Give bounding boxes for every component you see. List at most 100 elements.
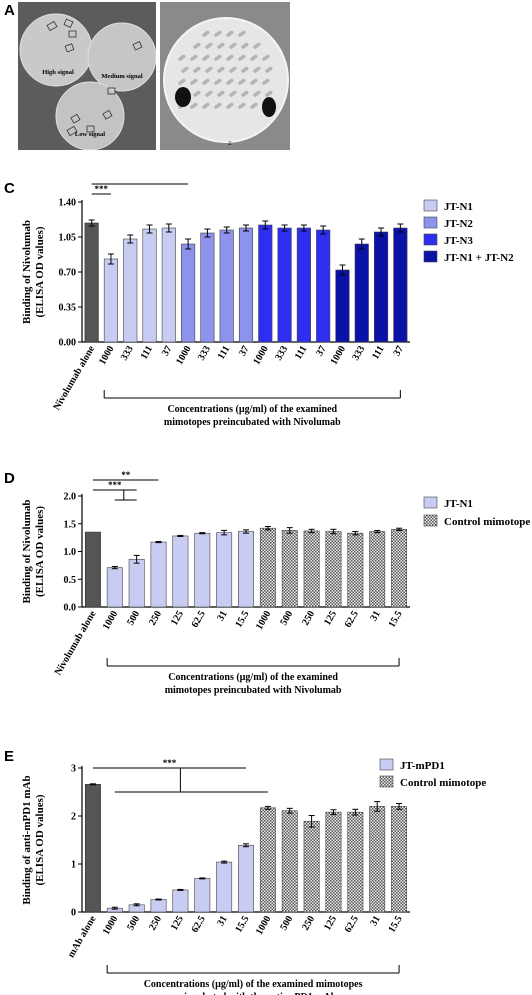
plate-spot bbox=[229, 90, 237, 97]
plate-spot bbox=[262, 54, 270, 61]
panel-c-letter: C bbox=[4, 180, 15, 197]
x-tick-label: 1000 bbox=[251, 344, 271, 367]
bar bbox=[150, 541, 167, 608]
x-tick-label: 1000 bbox=[97, 344, 117, 367]
y-axis-label-line2: (ELISA OD values) bbox=[34, 506, 46, 597]
x-tick-label: 125 bbox=[322, 609, 339, 627]
x-tick-label: 111 bbox=[139, 344, 155, 362]
bar bbox=[172, 535, 189, 608]
bar bbox=[393, 227, 408, 343]
plate-spot bbox=[202, 30, 210, 37]
plate-spot bbox=[253, 90, 261, 97]
bar bbox=[369, 806, 386, 913]
bar bbox=[219, 229, 234, 343]
x-tick-label: 31 bbox=[215, 914, 230, 928]
legend-swatch bbox=[379, 775, 394, 788]
x-tick-label: 250 bbox=[300, 914, 317, 932]
x-tick-label: 125 bbox=[322, 914, 339, 932]
x-axis-label: Concentrations (µg/ml) of the examined bbox=[167, 404, 337, 415]
y-tick-label: 0.35 bbox=[59, 303, 77, 314]
x-tick-label: 62.5 bbox=[190, 609, 208, 630]
bar bbox=[259, 527, 276, 608]
x-tick-label: 125 bbox=[169, 914, 186, 932]
y-axis-label-line2: (ELISA OD values) bbox=[34, 226, 46, 317]
bar bbox=[281, 810, 298, 913]
x-tick-label: 333 bbox=[196, 344, 213, 362]
plate-spot bbox=[238, 102, 246, 109]
x-tick-label: 1000 bbox=[329, 344, 349, 367]
plate-spot bbox=[241, 66, 249, 73]
plate-spot bbox=[241, 90, 249, 97]
chart-c: 0.00 0.35 0.70 1.05 1.40 Binding of Nivolumab… bbox=[21, 180, 514, 428]
x-tick-label: mAb alone bbox=[66, 914, 99, 960]
plate-spot bbox=[265, 66, 273, 73]
bar bbox=[84, 784, 101, 913]
x-tick-label: 37 bbox=[314, 344, 329, 358]
x-tick-label: Nivolumab alone bbox=[53, 609, 99, 678]
bar bbox=[200, 232, 215, 343]
x-tick-label: 111 bbox=[370, 344, 386, 362]
bar bbox=[150, 899, 167, 913]
bar bbox=[106, 567, 123, 608]
x-tick-label: 250 bbox=[300, 609, 317, 627]
x-tick-label: 333 bbox=[119, 344, 136, 362]
plate-label-medium: Medium signal bbox=[101, 73, 143, 80]
bar bbox=[103, 258, 118, 343]
plate-spot bbox=[265, 90, 273, 97]
significance-label: *** bbox=[108, 480, 122, 490]
x-tick-label: 31 bbox=[368, 914, 383, 928]
x-axis-label-line2: mimotopes preincubated with Nivolumab bbox=[164, 417, 341, 428]
x-tick-label: 1000 bbox=[254, 609, 274, 632]
plate-spot bbox=[181, 66, 189, 73]
panel-a-photo: High signal Medium signal Low signal bbox=[18, 2, 156, 150]
plate-spot bbox=[178, 54, 186, 61]
legend-swatch bbox=[423, 233, 438, 246]
panel-e-letter: E bbox=[4, 748, 15, 765]
legend-label: JT-N1 bbox=[444, 498, 473, 510]
bar bbox=[259, 807, 276, 913]
bar bbox=[325, 531, 342, 608]
legend-label: JT-N3 bbox=[444, 235, 473, 247]
x-tick-label: 37 bbox=[391, 344, 406, 358]
legend-label: JT-N2 bbox=[444, 218, 473, 230]
x-tick-label: 500 bbox=[125, 609, 142, 627]
x-tick-label: 37 bbox=[160, 344, 175, 358]
plate-spot bbox=[205, 42, 213, 49]
y-tick-label: 3 bbox=[71, 764, 76, 775]
plate-spot bbox=[190, 54, 198, 61]
plate-spot bbox=[205, 90, 213, 97]
y-tick-label: 0.5 bbox=[64, 575, 77, 586]
bar bbox=[216, 861, 233, 913]
legend-label: JT-N1 + JT-N2 bbox=[444, 252, 514, 264]
y-tick-label: 0.0 bbox=[64, 603, 77, 614]
x-tick-label: 62.5 bbox=[190, 914, 208, 935]
bar bbox=[238, 531, 254, 608]
y-tick-label: 0 bbox=[71, 908, 76, 919]
bar bbox=[84, 222, 99, 343]
plate-spot bbox=[217, 66, 225, 73]
bar bbox=[354, 243, 369, 343]
x-tick-label: 500 bbox=[125, 914, 142, 932]
panel-b-photo: 2. bbox=[160, 2, 290, 150]
y-tick-label: 1.0 bbox=[64, 547, 77, 558]
y-axis-label: Binding of anti-mPD1 mAb bbox=[21, 775, 33, 904]
plate-spot bbox=[250, 102, 258, 109]
x-tick-label: 37 bbox=[237, 344, 252, 358]
legend-label: Control mimotope bbox=[400, 777, 486, 789]
bar bbox=[369, 531, 386, 608]
plate-spot bbox=[250, 54, 258, 61]
plate-spot bbox=[214, 30, 222, 37]
significance-label: ** bbox=[135, 180, 145, 184]
plate-spot bbox=[238, 78, 246, 85]
developed-plate-image: 2. bbox=[160, 2, 290, 150]
plate-spot bbox=[229, 42, 237, 49]
bar bbox=[194, 878, 211, 913]
plate-spot bbox=[193, 42, 201, 49]
plate-spot bbox=[214, 78, 222, 85]
x-tick-label: 125 bbox=[169, 609, 186, 627]
plate-spot bbox=[250, 78, 258, 85]
plate-spot bbox=[193, 90, 201, 97]
plate-spot bbox=[238, 54, 246, 61]
bar bbox=[194, 532, 211, 608]
significance-label: ** bbox=[121, 470, 131, 480]
